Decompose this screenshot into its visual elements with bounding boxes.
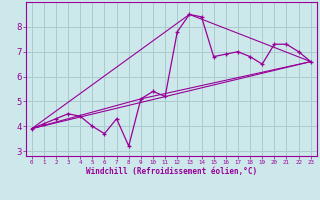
X-axis label: Windchill (Refroidissement éolien,°C): Windchill (Refroidissement éolien,°C) [86, 167, 257, 176]
